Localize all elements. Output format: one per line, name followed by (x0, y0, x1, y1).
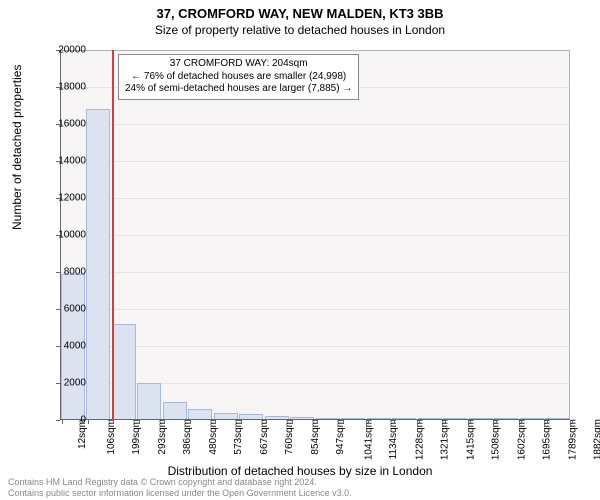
xtick-mark (368, 420, 369, 424)
ytick-label: 20000 (46, 45, 86, 56)
ytick-label: 0 (46, 415, 86, 426)
xtick-label: 1041sqm (363, 419, 374, 460)
title-line-2: Size of property relative to detached ho… (0, 23, 600, 37)
chart-area: 12sqm106sqm199sqm293sqm386sqm480sqm573sq… (60, 50, 570, 420)
gridline (60, 272, 570, 273)
xtick-mark (521, 420, 522, 424)
ytick-label: 14000 (46, 156, 86, 167)
histogram-bar (137, 383, 161, 420)
xtick-label: 1695sqm (542, 419, 553, 460)
xtick-mark (496, 420, 497, 424)
xtick-label: 1134sqm (388, 419, 399, 459)
y-axis-label: Number of detached properties (10, 65, 24, 230)
xtick-label: 1789sqm (567, 419, 578, 460)
ytick-label: 18000 (46, 82, 86, 93)
xtick-label: 1602sqm (516, 419, 527, 460)
xtick-mark (292, 420, 293, 424)
xtick-label: 667sqm (258, 419, 269, 455)
xtick-mark (445, 420, 446, 424)
xtick-mark (419, 420, 420, 424)
xtick-label: 1508sqm (491, 419, 502, 460)
xtick-label: 1321sqm (440, 419, 451, 460)
xtick-label: 293sqm (156, 419, 167, 455)
xtick-mark (215, 420, 216, 424)
ytick-label: 8000 (46, 267, 86, 278)
footer-line-1: Contains HM Land Registry data © Crown c… (8, 477, 352, 487)
histogram-bar (163, 402, 187, 421)
ytick-label: 16000 (46, 119, 86, 130)
xtick-mark (343, 420, 344, 424)
gridline (60, 124, 570, 125)
annotation-box: 37 CROMFORD WAY: 204sqm ← 76% of detache… (118, 54, 359, 100)
xtick-mark (241, 420, 242, 424)
property-marker-line (112, 50, 114, 420)
xtick-mark (470, 420, 471, 424)
xtick-label: 1228sqm (414, 419, 425, 460)
xtick-label: 947sqm (335, 419, 346, 455)
xtick-label: 106sqm (105, 419, 116, 455)
gridline (60, 309, 570, 310)
xtick-mark (394, 420, 395, 424)
gridline (60, 346, 570, 347)
xtick-mark (88, 420, 89, 424)
xtick-mark (266, 420, 267, 424)
xtick-mark (317, 420, 318, 424)
x-axis-line (60, 419, 570, 420)
ytick-label: 12000 (46, 193, 86, 204)
xtick-mark (139, 420, 140, 424)
gridline (60, 161, 570, 162)
chart-title-block: 37, CROMFORD WAY, NEW MALDEN, KT3 3BB Si… (0, 0, 600, 37)
xtick-label: 760sqm (284, 419, 295, 455)
ytick-label: 4000 (46, 341, 86, 352)
footer-attribution: Contains HM Land Registry data © Crown c… (8, 477, 352, 498)
xtick-label: 480sqm (207, 419, 218, 455)
xtick-label: 854sqm (309, 419, 320, 455)
gridline (60, 198, 570, 199)
xtick-label: 1882sqm (593, 419, 600, 460)
title-line-1: 37, CROMFORD WAY, NEW MALDEN, KT3 3BB (0, 6, 600, 21)
annotation-line-3: 24% of semi-detached houses are larger (… (125, 83, 352, 96)
histogram-bar (86, 109, 110, 420)
xtick-label: 1415sqm (465, 419, 476, 460)
ytick-label: 6000 (46, 304, 86, 315)
xtick-label: 573sqm (233, 419, 244, 455)
ytick-label: 10000 (46, 230, 86, 241)
xtick-label: 199sqm (131, 419, 142, 455)
xtick-mark (113, 420, 114, 424)
xtick-mark (572, 420, 573, 424)
annotation-line-1: 37 CROMFORD WAY: 204sqm (125, 58, 352, 71)
xtick-mark (547, 420, 548, 424)
xtick-mark (190, 420, 191, 424)
xtick-mark (164, 420, 165, 424)
ytick-label: 2000 (46, 378, 86, 389)
x-axis-label: Distribution of detached houses by size … (0, 464, 600, 478)
footer-line-2: Contains public sector information licen… (8, 488, 352, 498)
xtick-label: 386sqm (182, 419, 193, 455)
annotation-line-2: ← 76% of detached houses are smaller (24… (125, 71, 352, 84)
gridline (60, 235, 570, 236)
histogram-bar (112, 324, 136, 420)
